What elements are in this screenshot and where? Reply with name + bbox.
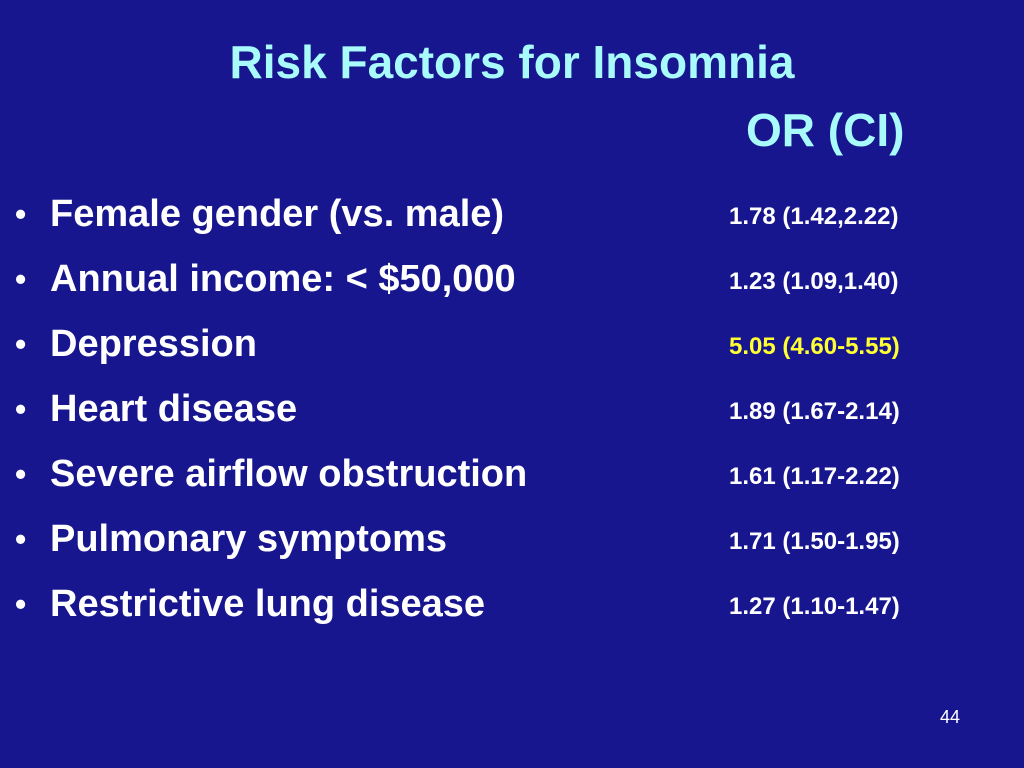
odds-ratio-value: 1.23 (1.09,1.40) — [729, 268, 899, 295]
column-header: OR (CI) — [746, 104, 905, 156]
odds-ratio-value: 1.78 (1.42,2.22) — [729, 203, 899, 230]
odds-ratio-value: 5.05 (4.60-5.55) — [729, 333, 900, 360]
risk-factor-label: Severe airflow obstruction — [50, 453, 528, 495]
list-item: • Pulmonary symptoms 1.71 (1.50-1.95) — [0, 509, 1024, 574]
odds-ratio-value: 1.71 (1.50-1.95) — [729, 528, 900, 555]
list-item: • Annual income: < $50,000 1.23 (1.09,1.… — [0, 249, 1024, 314]
bullet-icon: • — [15, 326, 27, 362]
list-item: • Restrictive lung disease 1.27 (1.10-1.… — [0, 574, 1024, 639]
list-item: • Severe airflow obstruction 1.61 (1.17-… — [0, 444, 1024, 509]
odds-ratio-value: 1.27 (1.10-1.47) — [729, 593, 900, 620]
bullet-icon: • — [15, 391, 27, 427]
list-item: • Female gender (vs. male) 1.78 (1.42,2.… — [0, 184, 1024, 249]
page-number: 44 — [940, 707, 961, 727]
risk-factor-label: Restrictive lung disease — [50, 583, 486, 625]
list-item: • Heart disease 1.89 (1.67-2.14) — [0, 379, 1024, 444]
risk-factor-label: Heart disease — [50, 388, 298, 430]
bullet-icon: • — [15, 586, 27, 622]
risk-factor-label: Depression — [50, 323, 257, 365]
odds-ratio-value: 1.89 (1.67-2.14) — [729, 398, 900, 425]
bullet-icon: • — [15, 261, 27, 297]
risk-factor-label: Annual income: < $50,000 — [50, 258, 516, 300]
risk-factor-label: Female gender (vs. male) — [50, 193, 505, 235]
slide-title: Risk Factors for Insomnia — [229, 36, 795, 88]
odds-ratio-value: 1.61 (1.17-2.22) — [729, 463, 900, 490]
list-item: • Depression 5.05 (4.60-5.55) — [0, 314, 1024, 379]
risk-factor-list: • Female gender (vs. male) 1.78 (1.42,2.… — [0, 184, 1024, 639]
bullet-icon: • — [15, 456, 27, 492]
risk-factor-label: Pulmonary symptoms — [50, 518, 447, 560]
bullet-icon: • — [15, 196, 27, 232]
bullet-icon: • — [15, 521, 27, 557]
